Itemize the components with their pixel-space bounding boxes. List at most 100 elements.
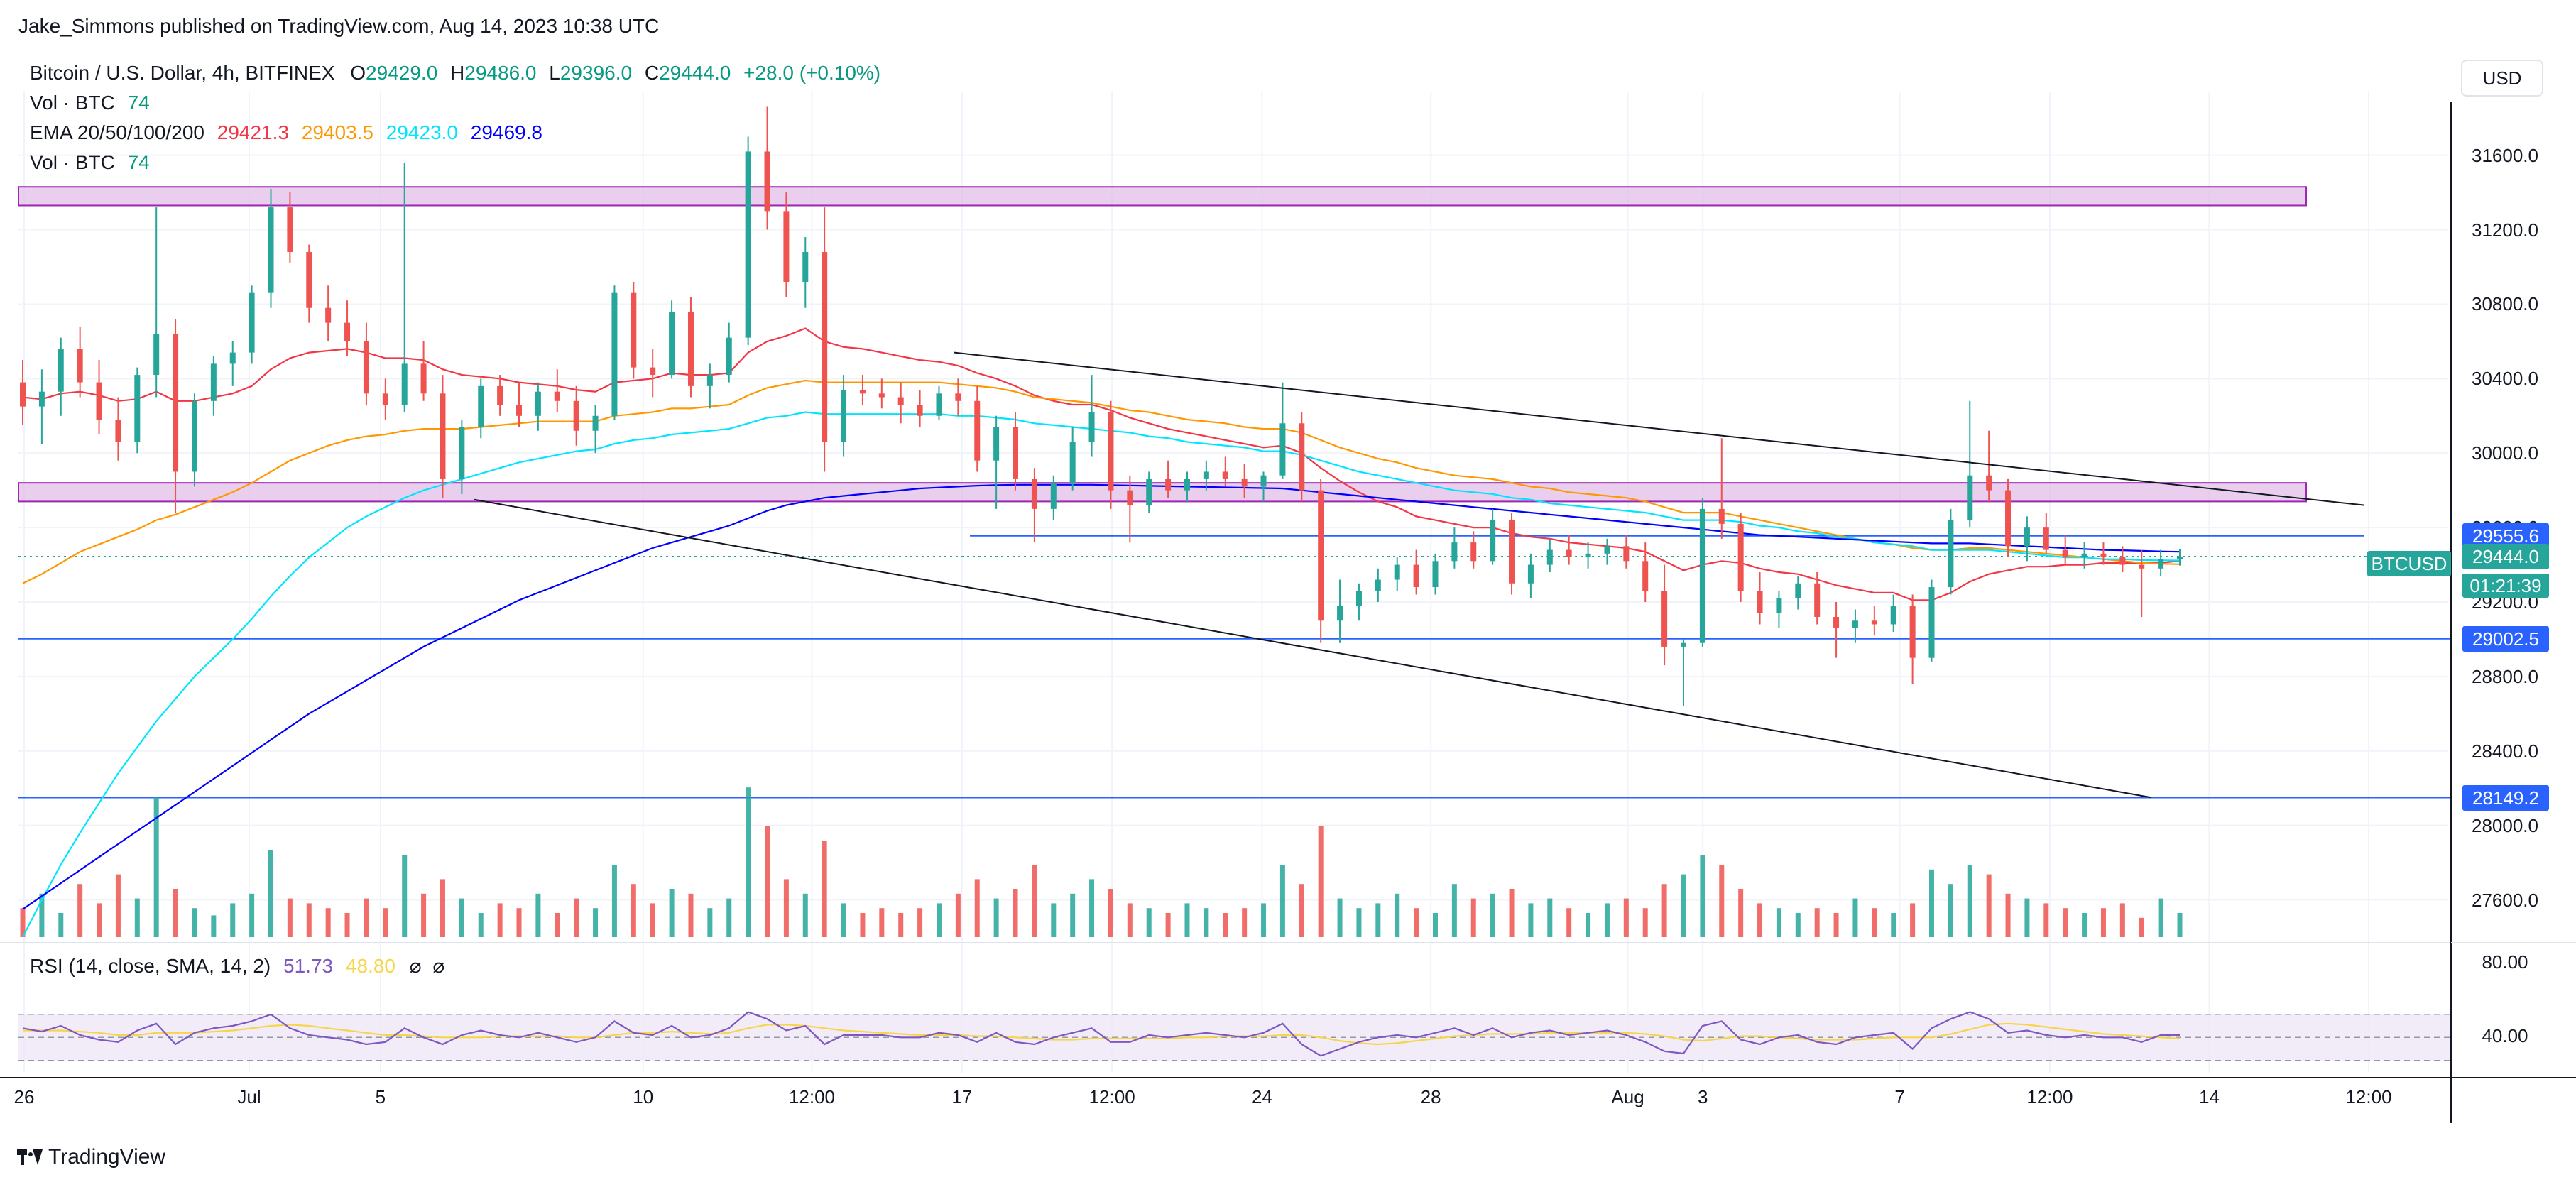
volume-bar <box>1814 908 1820 937</box>
volume-bar <box>879 908 885 937</box>
candle-body <box>229 352 236 364</box>
volume-bar <box>1623 898 1629 937</box>
trendline-lower <box>474 498 2152 799</box>
volume-bar <box>1089 879 1095 937</box>
volume-bar <box>1490 893 1495 937</box>
ema200-value: 29469.8 <box>470 121 542 143</box>
candle-body <box>1852 620 1858 628</box>
candle-body <box>1203 471 1209 479</box>
candle-body <box>401 363 408 405</box>
ohlc-high: 29486.0 <box>464 62 537 84</box>
candle-body <box>2043 527 2049 550</box>
candle-body <box>1661 591 1668 647</box>
volume-bar <box>765 826 770 937</box>
zone-rect <box>18 186 2307 207</box>
candle-body <box>2139 564 2145 569</box>
volume-bar <box>20 908 26 937</box>
ema-lines <box>22 327 2181 938</box>
candle-body <box>2081 553 2087 558</box>
price-tick-label: 30800.0 <box>2472 293 2538 315</box>
candle-body <box>726 337 732 376</box>
volume-bar <box>1642 908 1648 937</box>
volume-bar <box>1833 913 1839 937</box>
candle-body <box>706 375 713 386</box>
candle-body <box>1127 490 1133 505</box>
ema20-value: 29421.3 <box>217 121 289 143</box>
candle-body <box>115 420 121 442</box>
volume-bar <box>1051 903 1057 937</box>
ohlc-open-label: O <box>350 62 366 84</box>
candle-body <box>153 334 160 376</box>
ohlc-low-label: L <box>549 62 560 84</box>
volume-bar <box>1547 898 1553 937</box>
candle-body <box>745 151 751 338</box>
time-tick-label: 14 <box>2198 1086 2220 1107</box>
rsi-pane <box>0 942 2450 1061</box>
volume-bar <box>2100 908 2106 937</box>
symbol-price-badge: BTCUSD <box>2367 551 2451 576</box>
candle-body <box>1031 478 1037 509</box>
candle-body <box>802 252 809 282</box>
volume-bar <box>1928 869 1934 937</box>
ema200-line <box>22 483 2181 910</box>
volume-bar <box>593 908 599 937</box>
time-tick-label: 12:00 <box>2026 1086 2073 1107</box>
rsi-legend[interactable]: RSI (14, close, SMA, 14, 2) 51.73 48.80 … <box>30 954 444 978</box>
tradingview-brand[interactable]: TradingView <box>17 1143 165 1171</box>
footer-brand-text: TradingView <box>48 1145 166 1169</box>
volume-bar <box>58 913 64 937</box>
volume-bar <box>822 841 827 937</box>
candle-body <box>287 207 293 253</box>
candle-body <box>936 393 942 416</box>
volume-bar <box>917 908 923 937</box>
ema-legend[interactable]: EMA 20/50/100/200 29421.3 29403.5 29423.… <box>30 121 542 145</box>
volume-bar <box>898 913 904 937</box>
ema50-value: 29403.5 <box>301 121 373 143</box>
volume-bar <box>1204 908 1209 937</box>
time-tick-label: Jul <box>237 1086 261 1107</box>
candle-body <box>1241 478 1248 487</box>
hide-icon[interactable]: ⌀ <box>432 955 445 977</box>
volume-legend-1[interactable]: Vol · BTC 74 <box>30 91 150 115</box>
candle-body <box>306 252 312 308</box>
ema-legend-label: EMA 20/50/100/200 <box>30 121 204 143</box>
trendlines <box>474 351 2365 799</box>
candle-body <box>859 390 866 394</box>
volume-bar <box>1318 826 1324 937</box>
candle-body <box>955 393 961 401</box>
bar-countdown: 01:21:39 <box>2462 574 2549 598</box>
price-tick-label: 30000.0 <box>2472 442 2538 464</box>
candle-body <box>573 400 579 431</box>
volume-bar <box>1986 874 1992 937</box>
volume-bar <box>153 797 159 937</box>
candle-body <box>363 341 369 394</box>
candle-body <box>382 393 388 405</box>
volume-bar <box>936 903 942 937</box>
candle-body <box>268 207 274 293</box>
candle-body <box>1394 564 1400 580</box>
currency-button[interactable]: USD <box>2461 60 2543 97</box>
volume-bar <box>1891 913 1896 937</box>
price-tick-label: 28000.0 <box>2472 814 2538 836</box>
candle-body <box>134 375 141 442</box>
volume-bar <box>1184 903 1190 937</box>
candle-body <box>1928 587 1935 658</box>
hide-icon[interactable]: ⌀ <box>409 955 422 977</box>
volume-bar <box>974 879 980 937</box>
candle-body <box>516 405 523 416</box>
ema100-value: 29423.0 <box>386 121 458 143</box>
candle-body <box>1088 412 1095 442</box>
price-tick-label: 31200.0 <box>2472 219 2538 241</box>
ohlc-low: 29396.0 <box>560 62 633 84</box>
volume-bar <box>1795 913 1801 937</box>
volume-bar <box>1757 903 1763 937</box>
time-tick-label: 12:00 <box>2345 1086 2392 1107</box>
candle-body <box>1509 520 1515 584</box>
volume-bar <box>955 893 961 937</box>
published-caption: Jake_Simmons published on TradingView.co… <box>18 15 660 37</box>
candle-body <box>2119 557 2126 565</box>
symbol-title[interactable]: Bitcoin / U.S. Dollar, 4h, BITFINEX <box>30 62 335 84</box>
volume-bar <box>497 903 503 937</box>
ema100-line <box>22 411 2181 938</box>
